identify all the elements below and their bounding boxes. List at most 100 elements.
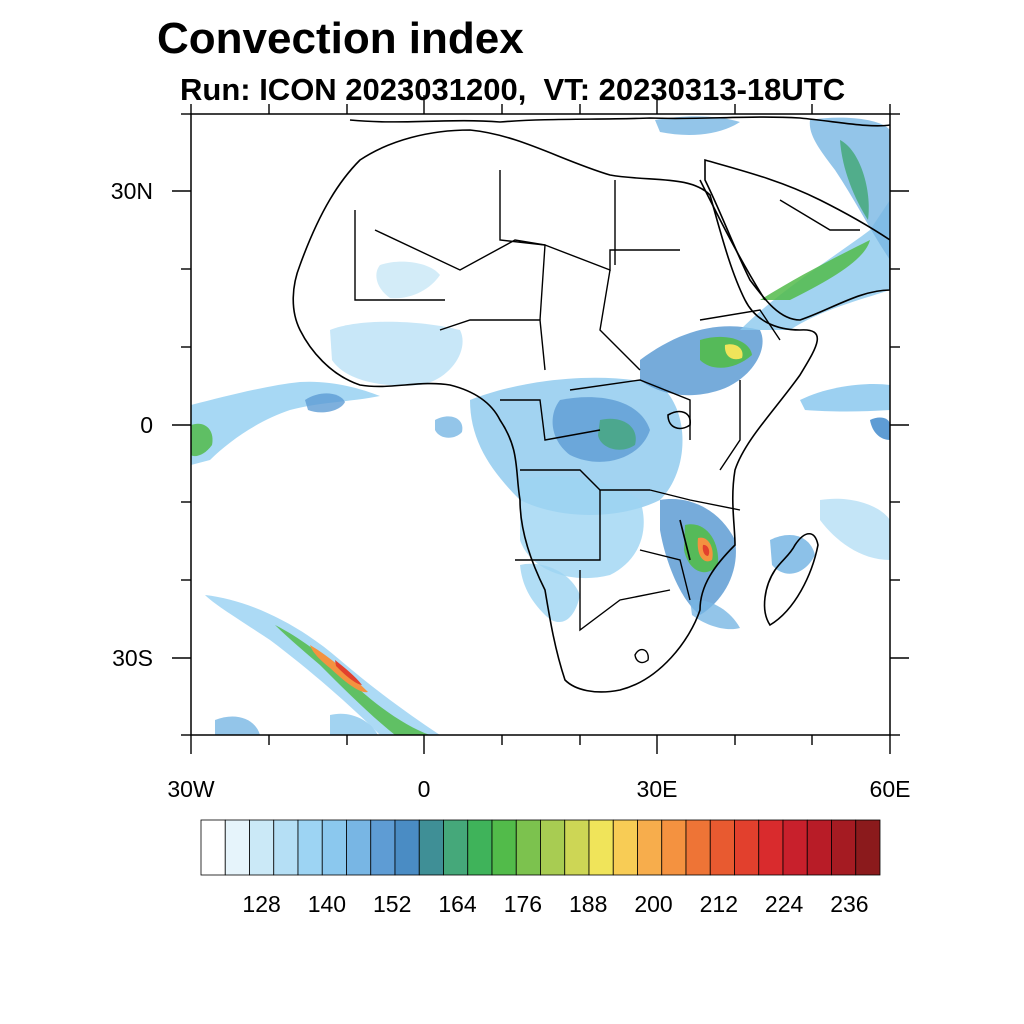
colorbar-swatch [418, 819, 444, 876]
border-12 [579, 570, 671, 632]
border-9 [569, 379, 691, 440]
colorbar-tick-label: 200 [634, 891, 672, 917]
border-10 [520, 469, 650, 491]
field-angola-coast [520, 563, 580, 623]
border-6 [599, 269, 641, 371]
colorbar-swatch [321, 819, 347, 876]
border-18 [779, 199, 860, 231]
border-8 [500, 399, 601, 441]
colorbar-tick-label: 236 [830, 891, 868, 917]
colorbar-swatch [224, 819, 250, 876]
colorbar-swatch [346, 819, 372, 876]
colorbar-swatch [370, 819, 396, 876]
border-1 [354, 210, 445, 301]
field-west-africa [330, 321, 463, 386]
lon-label-60e: 60E [870, 776, 911, 802]
lon-label-0: 0 [418, 776, 431, 802]
border-16 [639, 549, 691, 601]
colorbar-swatch [443, 819, 469, 876]
field-atlantic-core [191, 423, 213, 457]
colorbar-swatch [297, 819, 323, 876]
coastlines [292, 116, 890, 693]
colorbar-swatch [709, 819, 735, 876]
lat-label-30n: 30N [111, 178, 153, 204]
field-south-central [520, 476, 644, 579]
colorbar-swatch [540, 819, 566, 876]
field-iran-core [840, 140, 869, 220]
field-gulf-blob [435, 416, 463, 438]
colorbar-swatch [782, 819, 808, 876]
field-atlantic-blob [305, 393, 345, 413]
colorbar-swatch [515, 819, 541, 876]
field-south-blob [330, 713, 378, 735]
field-sw-indian [820, 498, 890, 560]
field-natal [690, 599, 740, 630]
colorbar [200, 819, 881, 876]
field-atlantic-band [191, 381, 380, 465]
colorbar-swatch [661, 819, 687, 876]
field-south-atlantic-red [335, 660, 362, 685]
chart-subtitle: Run: ICON 2023031200, VT: 20230313-18UTC [180, 72, 846, 107]
colorbar-swatch [734, 819, 760, 876]
field-southwest-blob [215, 716, 260, 735]
coast-red-sea [699, 179, 766, 301]
border-7 [439, 319, 546, 371]
field-indian-ocean [800, 383, 890, 412]
field-iran [809, 117, 890, 260]
colorbar-tick-label: 152 [373, 891, 411, 917]
colorbar-swatch [831, 819, 857, 876]
border-4 [544, 244, 680, 272]
borders [354, 170, 860, 664]
colorbar-swatch [758, 819, 784, 876]
border-15 [719, 380, 741, 471]
border-17 [634, 648, 649, 664]
axis-ticks [172, 95, 909, 754]
border-2 [374, 229, 546, 271]
border-13 [649, 489, 741, 511]
border-3 [499, 170, 546, 321]
field-mozambique-red [702, 544, 710, 556]
colorbar-labels: 128 140 152 164 176 188 200 212 224 236 [242, 891, 868, 917]
lat-label-30s: 30S [112, 645, 153, 671]
colorbar-tick-label: 212 [700, 891, 738, 917]
colorbar-swatch [588, 819, 614, 876]
colorbar-swatch [491, 819, 517, 876]
coast-madagascar [763, 532, 819, 627]
colorbar-swatch [855, 819, 881, 876]
convection-field [191, 116, 890, 735]
field-med [655, 116, 740, 135]
border-11 [515, 490, 601, 561]
colorbar-swatch [685, 819, 711, 876]
colorbar-swatch [612, 819, 638, 876]
lat-label-0: 0 [140, 412, 153, 438]
colorbar-swatch [249, 819, 275, 876]
colorbar-tick-label: 188 [569, 891, 607, 917]
field-ethiopia-hot [724, 344, 743, 360]
colorbar-tick-label: 128 [242, 891, 280, 917]
colorbar-swatch [467, 819, 493, 876]
colorbar-swatch [273, 819, 299, 876]
colorbar-tick-label: 164 [438, 891, 477, 917]
colorbar-tick-label: 140 [308, 891, 346, 917]
field-congo-green [598, 418, 636, 450]
coast-europe [349, 116, 890, 127]
field-indian-east [870, 417, 890, 440]
coast-lake-malawi [679, 519, 691, 561]
colorbar-swatch [200, 819, 226, 876]
chart-title: Convection index [157, 14, 524, 63]
colorbar-tick-label: 176 [504, 891, 542, 917]
field-arabia-core [760, 240, 870, 300]
coast-africa [292, 129, 819, 693]
colorbar-swatch [394, 819, 420, 876]
field-sahel [376, 261, 440, 299]
colorbar-swatch [637, 819, 663, 876]
lon-label-30w: 30W [167, 776, 215, 802]
colorbar-tick-label: 224 [765, 891, 804, 917]
colorbar-swatch [806, 819, 832, 876]
border-14 [699, 309, 781, 341]
colorbar-swatch [564, 819, 590, 876]
lon-label-30e: 30E [637, 776, 678, 802]
field-madagascar-east [770, 535, 815, 574]
field-south-atlantic-mid [275, 625, 430, 735]
